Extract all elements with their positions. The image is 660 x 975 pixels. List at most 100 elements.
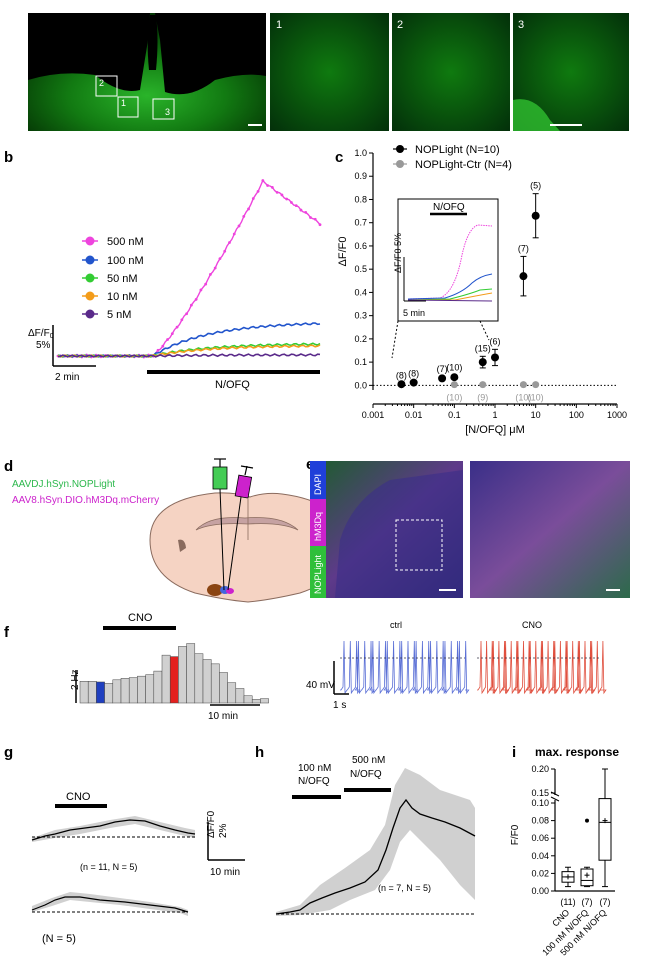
trace-cno	[477, 640, 607, 695]
panel-a-inset-2: 2	[392, 13, 510, 131]
panel-e-image-right	[470, 461, 630, 598]
trace-point	[223, 249, 227, 253]
i-ytick-label: 0.04	[531, 851, 549, 861]
c-inset-scale-x: 5 min	[403, 308, 425, 318]
f-bar	[161, 654, 171, 704]
h-n-label: (n = 7, N = 5)	[378, 883, 431, 893]
f-bar	[210, 663, 220, 704]
c-ytick-label: 1.0	[354, 148, 367, 158]
trace-point	[280, 193, 284, 197]
g-n1: (n = 11, N = 5)	[80, 862, 137, 872]
trace-point	[209, 273, 212, 276]
c-xtick-label: 0.001	[362, 410, 385, 420]
c-ytick-label: 0.4	[354, 287, 367, 297]
virus-hm3dq: AAV8.hSyn.DIO.hM3Dq.mCherry	[12, 495, 159, 506]
i-axis-break	[550, 796, 560, 802]
i-ytick-label: 0.10	[531, 798, 549, 808]
c-point-noplight	[397, 380, 406, 389]
f-bar	[194, 653, 204, 704]
f-bar	[153, 670, 163, 704]
trace-point	[242, 214, 246, 218]
f-bar	[178, 646, 187, 704]
c-ytick-label: 0.0	[354, 380, 367, 390]
h-stim1-line2: N/OFQ	[298, 776, 330, 787]
panel-a-inset-3: 3	[513, 13, 629, 131]
trace-point	[161, 344, 165, 348]
trace-point	[313, 217, 317, 221]
f-bar	[186, 643, 196, 704]
g-scale-x: 10 min	[210, 867, 240, 878]
i-ytick-label: 0.15	[531, 788, 549, 798]
f-bar	[112, 679, 122, 704]
channel-noplight: NOPLight	[313, 554, 323, 594]
inset-box-3	[152, 98, 175, 120]
h-stim2-line2: N/OFQ	[350, 769, 382, 780]
c-xtick-label: 10	[531, 410, 541, 420]
c-xtick-label: 100	[569, 410, 584, 420]
inset-box-2	[95, 75, 118, 97]
g-n2: (N = 5)	[42, 933, 76, 945]
c-ytick-label: 0.9	[354, 171, 367, 181]
f-bar	[104, 683, 114, 704]
c-inset-stim: N/OFQ	[433, 202, 465, 213]
f-vscale: 40 mV	[306, 680, 335, 691]
c-point-ctr	[532, 381, 540, 389]
c-n-label: (7)	[518, 243, 529, 253]
c-ytick-label: 0.5	[354, 264, 367, 274]
b-stim-label: N/OFQ	[215, 379, 250, 391]
brain-schematic	[149, 458, 346, 603]
i-ylabel: F/F0	[510, 824, 521, 845]
trace-point	[275, 190, 279, 194]
c-point-ctr	[479, 381, 487, 389]
trace-point	[180, 318, 184, 322]
i-box	[598, 798, 612, 861]
panel-label-g: g	[4, 744, 13, 761]
trace-point	[199, 288, 203, 292]
f-bar	[96, 681, 105, 704]
panel-label-a: a	[8, 17, 17, 34]
trace-point	[185, 312, 189, 316]
trace-point	[204, 282, 208, 286]
panel-label-f: f	[4, 624, 10, 641]
i-title: max. response	[535, 745, 619, 759]
i-ytick-label: 0.20	[531, 764, 549, 774]
c-legend-ctr: NOPLight-Ctr (N=4)	[415, 159, 512, 171]
c-point-noplight	[409, 378, 418, 387]
c-point-noplight	[531, 211, 540, 220]
trace-point	[213, 266, 217, 270]
trace-point	[237, 224, 241, 228]
g-trace-bottom	[31, 892, 189, 916]
channel-hm3dq: hM3Dq	[313, 512, 323, 541]
trace-point	[228, 241, 231, 244]
c-xtick-label: 0.01	[405, 410, 423, 420]
trace-100nM	[57, 322, 321, 358]
f-bar	[87, 681, 97, 704]
trace-point	[175, 325, 179, 329]
c-point-noplight	[491, 353, 499, 362]
panel-i-boxplot: 0.00 0.02 0.04 0.06 0.08 0.100.15 0.20 F/F0 (11)…	[510, 764, 615, 958]
g-scale-y-label: ΔF/F0	[206, 810, 217, 838]
panel-f-histogram	[79, 643, 269, 704]
c-n-label: (6)	[490, 336, 501, 346]
trace-cno-label: CNO	[522, 620, 542, 630]
panel-label-c: c	[335, 149, 343, 166]
c-ytick-label: 0.8	[354, 194, 367, 204]
trace-point	[304, 210, 308, 214]
trace-ctrl	[340, 640, 470, 695]
g-scale-y-value: 2%	[218, 823, 229, 838]
box-label-1: 1	[121, 98, 126, 108]
c-xlabel: [N/OFQ] μM	[465, 424, 525, 436]
panel-f-ephys-traces	[340, 640, 607, 695]
box-label-2: 2	[99, 78, 104, 88]
h-stim1-line1: 100 nM	[298, 763, 331, 774]
c-point-ctr	[450, 381, 458, 389]
c-ytick-label: 0.7	[354, 218, 367, 228]
f-bar	[260, 698, 269, 704]
c-inset-scale-y: ΔF/F0 5%	[393, 233, 403, 273]
trace-point	[232, 232, 236, 236]
c-ytick-label: 0.3	[354, 311, 367, 321]
f-bar	[79, 681, 89, 704]
panel-label-d: d	[4, 458, 13, 475]
inset-label-2: 2	[397, 19, 403, 31]
